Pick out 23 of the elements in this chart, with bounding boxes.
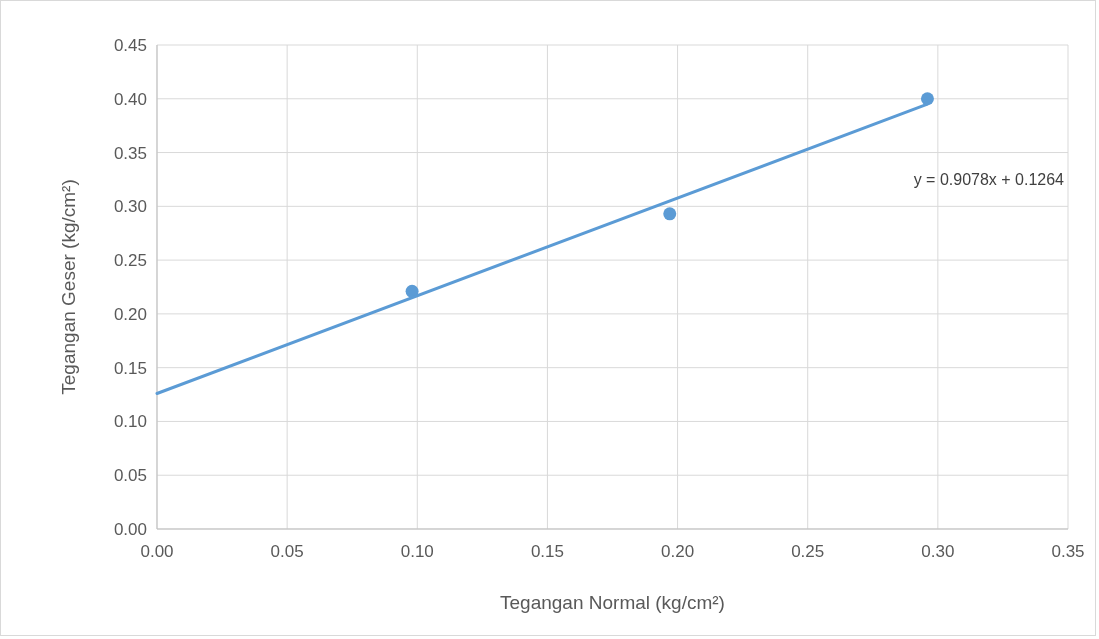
point <box>663 207 677 221</box>
y-tick-label: 0.40 <box>113 89 147 109</box>
x-tick-label: 0.15 <box>530 542 564 561</box>
y-tick-label: 0.05 <box>113 466 147 486</box>
y-tick-label: 0.00 <box>113 519 147 539</box>
x-tick-label: 0.20 <box>661 542 695 561</box>
y-tick-label: 0.30 <box>113 197 147 217</box>
y-tick-label: 0.20 <box>113 304 147 324</box>
y-tick-label: 0.15 <box>113 358 147 378</box>
y-tick-label: 0.25 <box>113 251 147 271</box>
annotation: y = 0.9078x + 0.1264 <box>913 170 1065 188</box>
y-tick-label: 0.10 <box>113 412 147 432</box>
x-tick-label: 0.10 <box>400 542 434 561</box>
point <box>920 92 934 106</box>
y-axis-title: Tegangan Geser (kg/cm²) <box>58 179 79 395</box>
x-tick-label: 0.05 <box>270 542 304 561</box>
x-tick-label: 0.35 <box>1051 542 1085 561</box>
y-tick-label: 0.45 <box>113 35 147 55</box>
x-axis-title: Tegangan Normal (kg/cm²) <box>500 592 725 613</box>
x-tick-label: 0.00 <box>140 542 174 561</box>
x-tick-label: 0.30 <box>921 542 955 561</box>
y-tick-label: 0.35 <box>113 143 147 163</box>
x-tick-label: 0.25 <box>791 542 825 561</box>
